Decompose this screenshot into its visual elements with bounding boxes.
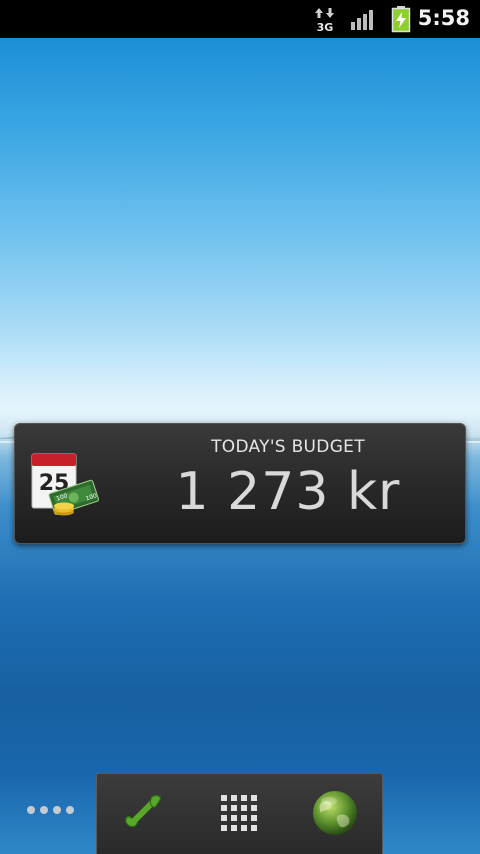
page-dot bbox=[53, 806, 61, 814]
globe-icon bbox=[313, 791, 357, 835]
calendar-money-icon: 25 100 100 bbox=[31, 453, 99, 516]
phone-icon bbox=[125, 794, 161, 828]
page-dot bbox=[40, 806, 48, 814]
battery-charging-icon bbox=[391, 6, 411, 33]
svg-text:100: 100 bbox=[55, 492, 68, 502]
signal-icon bbox=[351, 10, 373, 30]
status-time: 5:58 bbox=[417, 6, 470, 30]
page-indicator[interactable] bbox=[27, 804, 75, 816]
budget-widget[interactable]: 25 100 100 TODAY'S BUDGET 1 273 kr bbox=[14, 423, 466, 544]
page-dot bbox=[27, 806, 35, 814]
widget-title: TODAY'S BUDGET bbox=[211, 437, 365, 457]
dock bbox=[96, 773, 383, 854]
page-dot bbox=[66, 806, 74, 814]
status-bar: 3G 5:58 bbox=[0, 0, 480, 38]
app-grid-icon bbox=[221, 795, 257, 831]
svg-text:100: 100 bbox=[85, 492, 98, 502]
budget-amount: 1 273 kr bbox=[175, 462, 401, 522]
app-drawer-button[interactable] bbox=[214, 788, 264, 838]
data-arrows-icon: 3G bbox=[315, 8, 334, 33]
svg-text:3G: 3G bbox=[317, 21, 334, 33]
browser-button[interactable] bbox=[310, 788, 360, 838]
phone-button[interactable] bbox=[119, 788, 169, 838]
